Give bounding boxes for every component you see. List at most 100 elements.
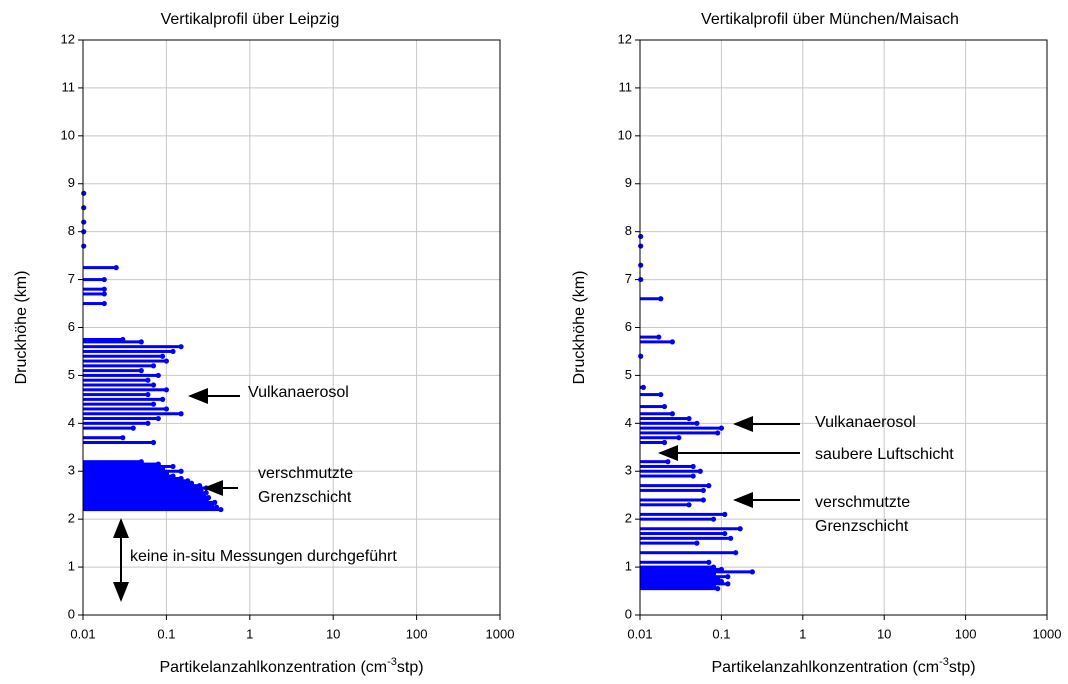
bar-end	[706, 559, 712, 565]
x-tick-label: 1	[246, 626, 253, 641]
bar-end	[722, 511, 728, 517]
bar	[83, 287, 105, 291]
bar	[640, 335, 659, 339]
bar	[83, 484, 200, 488]
annotation: Vulkanaerosol	[815, 414, 916, 431]
bar-end	[686, 502, 692, 508]
x-axis-label-part: Partikelanzahlkonzentration (cm	[711, 659, 939, 676]
bar	[83, 278, 105, 282]
bar-end	[145, 391, 151, 398]
bar-end	[155, 372, 161, 379]
bar-end	[159, 396, 166, 402]
bar	[640, 460, 668, 464]
bar	[640, 579, 722, 583]
bar-end	[718, 578, 725, 585]
y-axis-label: Druckhöhe (km)	[571, 271, 588, 385]
x-tick-label: 0.01	[627, 626, 652, 641]
bar-end	[638, 243, 644, 249]
bar	[83, 486, 207, 490]
bar-end	[178, 468, 184, 474]
chart-title: Vertikalprofil über München/Maisach	[701, 11, 959, 28]
bar-end	[638, 262, 644, 268]
y-tick-label: 9	[68, 175, 75, 190]
bar	[640, 551, 736, 555]
bar-end	[638, 353, 644, 359]
bar	[640, 431, 718, 435]
y-tick-label: 7	[625, 271, 632, 286]
bar	[83, 302, 105, 306]
bar	[640, 426, 722, 430]
bar-end	[101, 286, 107, 292]
bar	[83, 436, 123, 440]
bar-end	[81, 243, 87, 249]
y-tick-label: 10	[61, 127, 75, 142]
y-tick-label: 6	[625, 319, 632, 334]
bar-end	[725, 581, 731, 587]
bar	[83, 407, 167, 411]
annotation: Vulkanaerosol	[248, 384, 349, 401]
x-axis-label: Partikelanzahlkonzentration (cm-3stp)	[711, 656, 975, 676]
bar-end	[159, 353, 166, 359]
x-axis-label-part: -3	[939, 656, 949, 668]
annotation: Grenzschicht	[815, 518, 909, 535]
bar	[83, 441, 154, 444]
bar	[83, 491, 207, 495]
bar-end	[120, 435, 126, 441]
bar-end	[150, 363, 157, 369]
x-axis-label: Partikelanzahlkonzentration (cm-3stp)	[159, 656, 423, 676]
bar-end	[178, 475, 184, 482]
bar	[640, 512, 725, 516]
bar-end	[686, 415, 692, 422]
y-tick-label: 5	[68, 367, 75, 382]
bar	[83, 393, 148, 397]
bar	[83, 474, 174, 478]
bar	[640, 582, 728, 586]
bar	[83, 460, 142, 464]
bar-end	[715, 586, 721, 592]
bar	[83, 354, 163, 358]
y-tick-label: 7	[68, 271, 75, 286]
bar-end	[203, 490, 209, 496]
bar-end	[150, 401, 157, 407]
bar	[83, 498, 207, 502]
bar	[640, 393, 661, 397]
bar	[640, 469, 701, 473]
bar	[640, 340, 673, 344]
bar-end	[700, 497, 706, 503]
bar	[83, 397, 163, 401]
bar-end	[661, 439, 668, 446]
bar	[83, 500, 215, 504]
y-tick-label: 11	[62, 79, 76, 94]
bar-end	[155, 461, 161, 467]
bar-end	[722, 530, 728, 537]
y-tick-label: 1	[625, 559, 632, 574]
bar-end	[196, 483, 203, 489]
y-tick-label: 4	[625, 415, 632, 430]
bar-end	[658, 391, 664, 398]
bar-end	[205, 495, 212, 501]
bar-end	[710, 564, 717, 570]
bar	[83, 373, 159, 377]
bar	[83, 412, 182, 416]
bar-end	[178, 411, 184, 417]
bar-end	[101, 276, 107, 283]
annotation: Grenzschicht	[258, 489, 352, 506]
bar-end	[737, 526, 743, 532]
y-tick-label: 0	[625, 606, 632, 621]
bar-end	[170, 463, 176, 470]
bar	[640, 488, 704, 492]
bar-end	[163, 387, 169, 393]
bar	[83, 383, 154, 387]
bar	[640, 417, 690, 421]
bar	[640, 421, 697, 425]
bar	[83, 426, 134, 430]
bar-end	[163, 406, 169, 412]
bar-end	[138, 368, 144, 374]
bar-end	[130, 425, 136, 431]
bar	[83, 369, 142, 373]
bar-end	[700, 487, 706, 494]
bar-end	[145, 377, 151, 383]
bar-end	[81, 229, 87, 235]
bar-end	[81, 219, 87, 225]
bar-end	[218, 506, 224, 513]
